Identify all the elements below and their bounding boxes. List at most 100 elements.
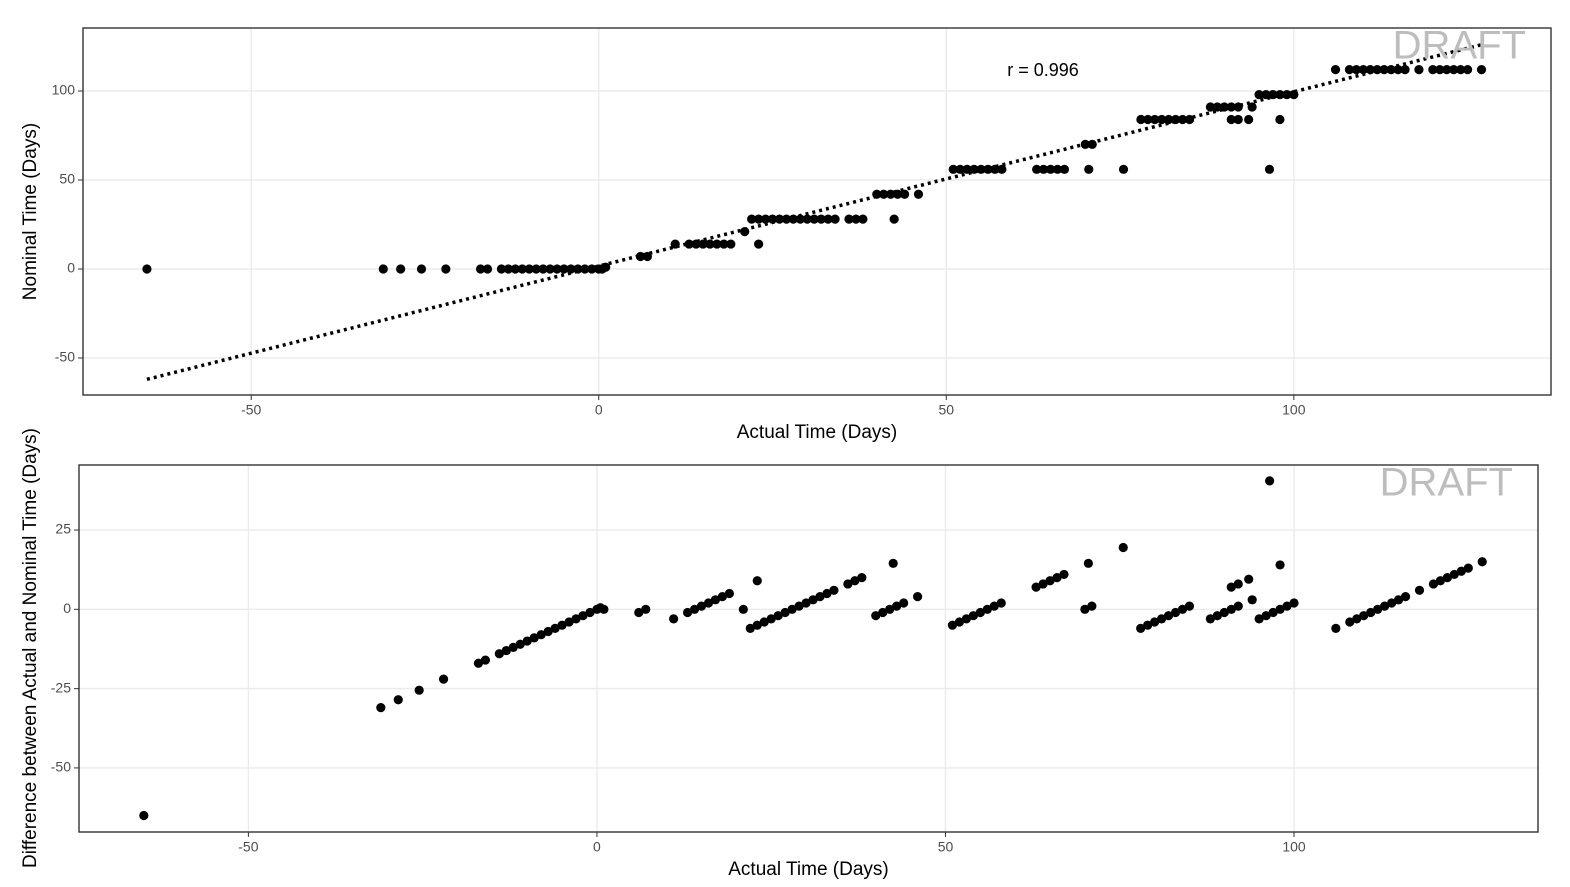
y-tick-label: 100 bbox=[52, 82, 76, 98]
point bbox=[997, 164, 1007, 174]
point bbox=[996, 598, 1006, 608]
point bbox=[844, 214, 854, 224]
point bbox=[989, 601, 999, 611]
point bbox=[857, 573, 867, 583]
point bbox=[573, 264, 583, 274]
point bbox=[912, 592, 923, 602]
point bbox=[795, 214, 805, 224]
point bbox=[1083, 558, 1093, 568]
point bbox=[634, 607, 644, 618]
x-tick-label: 50 bbox=[938, 402, 954, 418]
point bbox=[1080, 139, 1090, 150]
point bbox=[559, 264, 569, 274]
point bbox=[1164, 114, 1174, 125]
point bbox=[1087, 601, 1097, 611]
point bbox=[522, 636, 532, 646]
point bbox=[1045, 164, 1056, 174]
point bbox=[754, 239, 764, 249]
point bbox=[494, 649, 504, 659]
point bbox=[724, 588, 734, 599]
point bbox=[393, 695, 403, 705]
point bbox=[1400, 65, 1410, 75]
point bbox=[801, 598, 811, 608]
point bbox=[975, 607, 985, 618]
point bbox=[378, 264, 388, 274]
point bbox=[496, 264, 507, 274]
point bbox=[1366, 607, 1376, 618]
point bbox=[893, 189, 903, 199]
point bbox=[1372, 65, 1382, 75]
point bbox=[1052, 573, 1062, 583]
point bbox=[601, 262, 611, 272]
point bbox=[543, 626, 553, 637]
point bbox=[1358, 65, 1368, 75]
point bbox=[510, 264, 520, 274]
y-tick-label: 50 bbox=[59, 171, 75, 187]
x-tick-label: 100 bbox=[1282, 839, 1306, 855]
point bbox=[1435, 576, 1446, 586]
point bbox=[441, 264, 451, 274]
point bbox=[954, 617, 965, 627]
point bbox=[524, 264, 534, 274]
point bbox=[759, 617, 769, 627]
point bbox=[1170, 607, 1181, 618]
point bbox=[816, 214, 826, 224]
x-axis-title: Actual Time (Days) bbox=[728, 859, 888, 880]
point bbox=[1442, 573, 1452, 583]
y-tick-label: -25 bbox=[51, 679, 71, 695]
point bbox=[1233, 102, 1243, 112]
point bbox=[1233, 601, 1243, 611]
point bbox=[726, 239, 736, 249]
point bbox=[142, 264, 152, 274]
point bbox=[1205, 102, 1216, 112]
point bbox=[480, 655, 491, 665]
point bbox=[578, 611, 588, 621]
watermark: DRAFT bbox=[1380, 461, 1513, 505]
point bbox=[1393, 595, 1404, 605]
point bbox=[1247, 595, 1257, 605]
point bbox=[1330, 65, 1341, 75]
watermark: DRAFT bbox=[1393, 24, 1526, 68]
point bbox=[990, 164, 1000, 174]
point bbox=[1456, 65, 1466, 75]
point bbox=[1352, 614, 1362, 624]
point bbox=[858, 214, 868, 224]
point bbox=[689, 604, 700, 614]
point bbox=[1226, 604, 1236, 614]
x-tick-label: -50 bbox=[238, 839, 258, 855]
point bbox=[1275, 560, 1285, 570]
point bbox=[1052, 164, 1063, 174]
point bbox=[599, 604, 609, 614]
point bbox=[850, 576, 860, 586]
point bbox=[872, 189, 882, 199]
point bbox=[808, 595, 818, 605]
point bbox=[1351, 65, 1361, 75]
point bbox=[1275, 89, 1285, 100]
point bbox=[1442, 65, 1452, 75]
point bbox=[1476, 65, 1487, 75]
point bbox=[1289, 89, 1299, 100]
point bbox=[976, 164, 986, 174]
point bbox=[802, 214, 812, 224]
point bbox=[1477, 557, 1487, 567]
point bbox=[1205, 614, 1215, 624]
point bbox=[1414, 65, 1424, 75]
annotation: r = 0.996 bbox=[1007, 60, 1079, 80]
point bbox=[416, 264, 427, 274]
point bbox=[698, 239, 708, 249]
point bbox=[712, 239, 722, 249]
point bbox=[773, 611, 783, 621]
point bbox=[585, 607, 595, 618]
point bbox=[878, 607, 888, 618]
point bbox=[766, 614, 776, 624]
point bbox=[1386, 65, 1396, 75]
point bbox=[642, 251, 653, 262]
point bbox=[752, 620, 762, 630]
point bbox=[1219, 102, 1229, 112]
point bbox=[641, 604, 651, 614]
point bbox=[635, 251, 646, 262]
x-tick-label: 100 bbox=[1282, 402, 1306, 418]
point bbox=[536, 630, 546, 640]
y-axis-title: Difference between Actual and Nominal Ti… bbox=[20, 428, 41, 868]
plot-background bbox=[83, 28, 1551, 395]
